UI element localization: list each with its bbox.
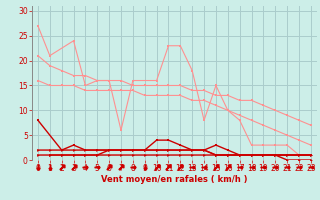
X-axis label: Vent moyen/en rafales ( km/h ): Vent moyen/en rafales ( km/h ) — [101, 175, 248, 184]
